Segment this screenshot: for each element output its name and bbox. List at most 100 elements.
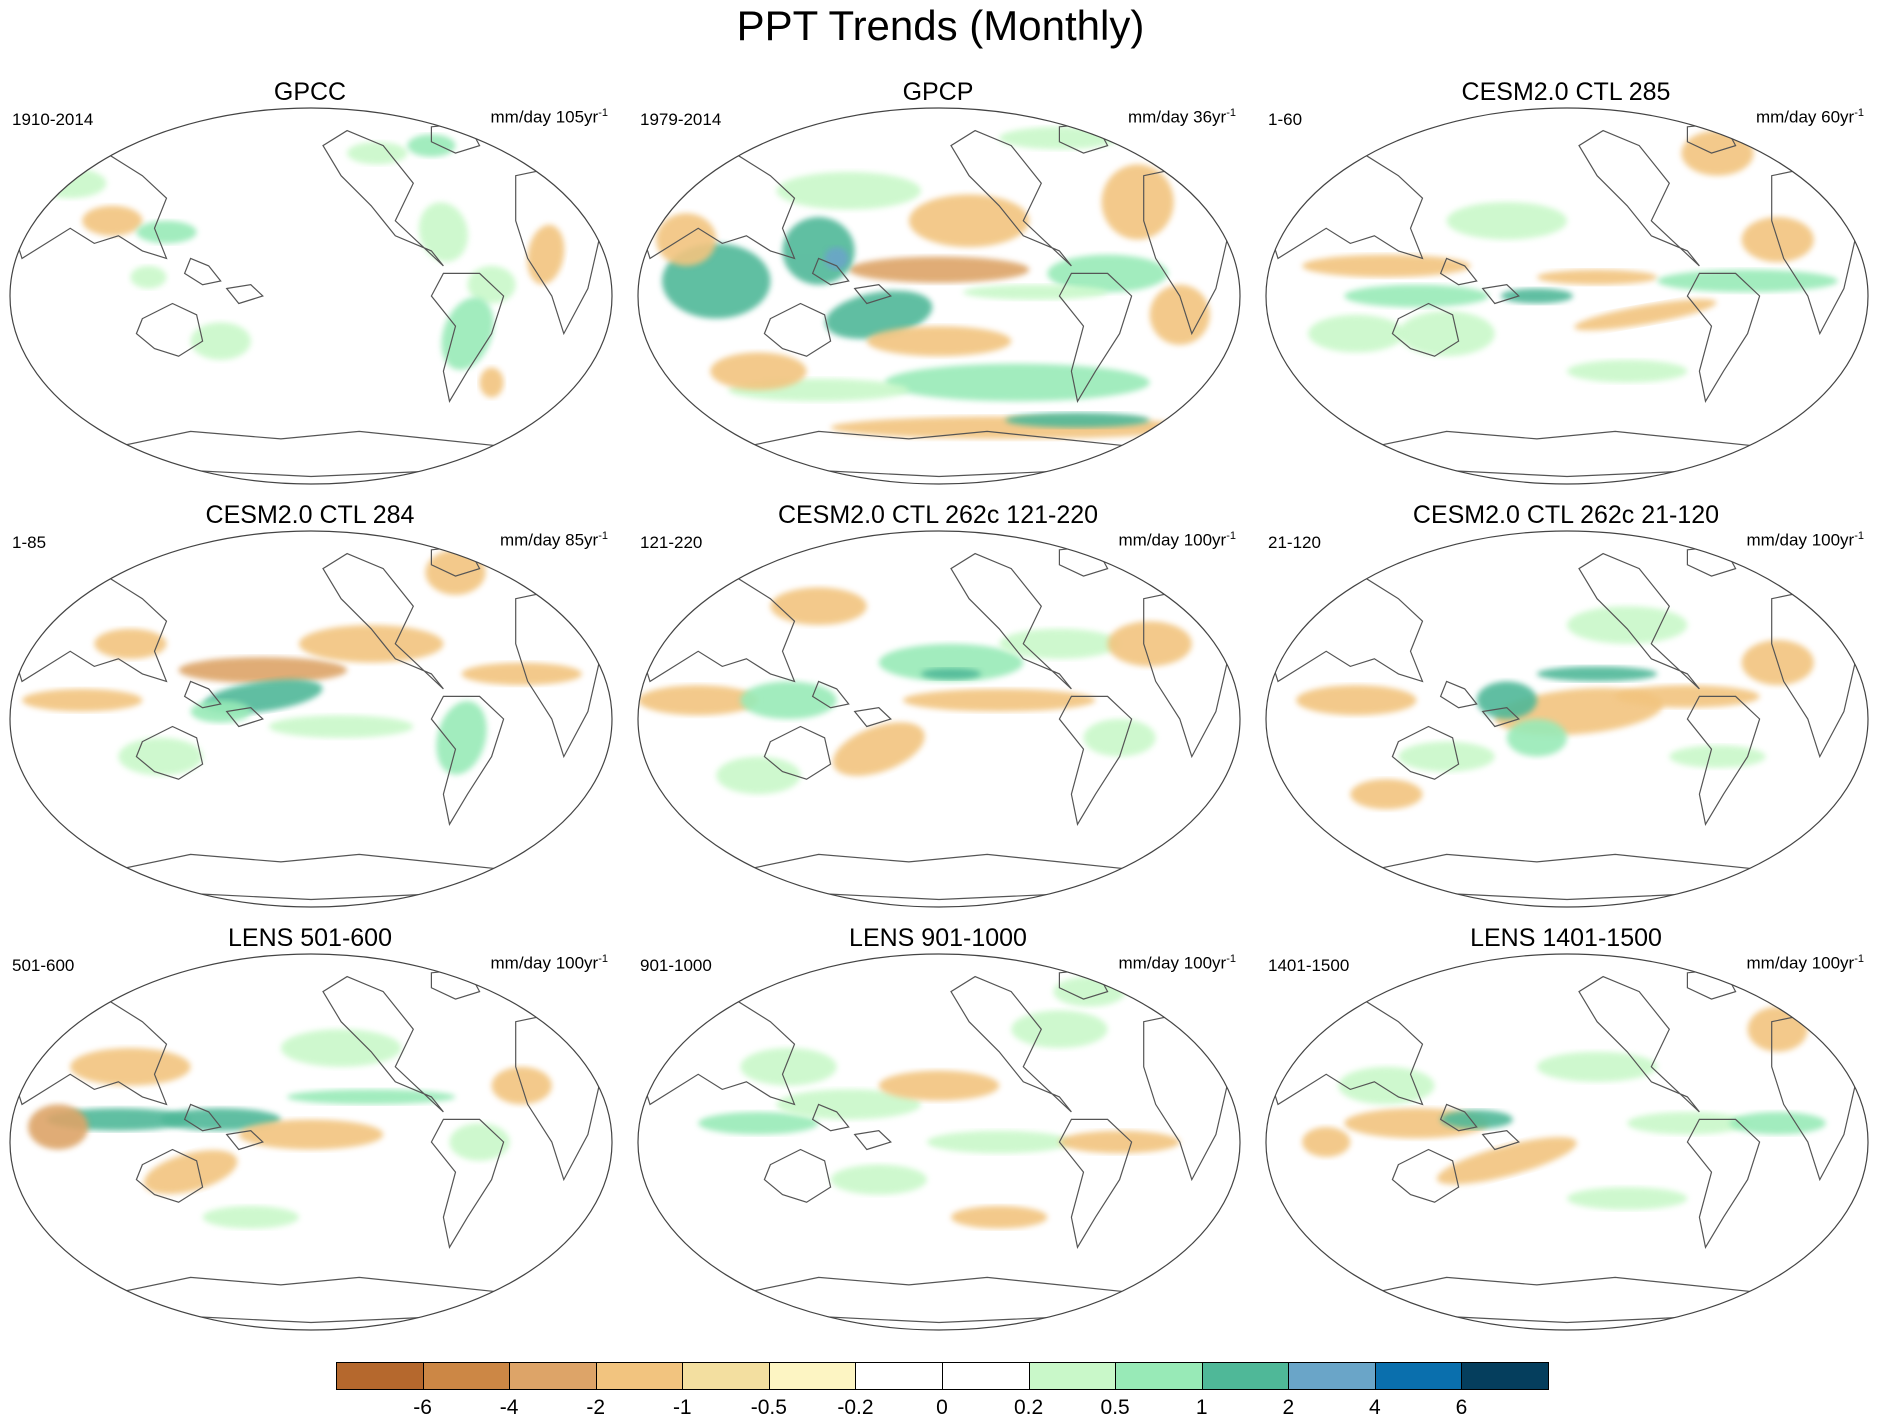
- coastline: [950, 552, 1072, 690]
- trend-contour: [1338, 1066, 1435, 1105]
- coastline: [1686, 1118, 1761, 1249]
- coastline: [322, 975, 444, 1113]
- panel-units: mm/day 100yr-1: [1118, 530, 1236, 550]
- trend-contour: [1436, 1137, 1577, 1185]
- coastline: [811, 680, 850, 709]
- trend-contour: [436, 700, 487, 775]
- robinson-map: [9, 953, 613, 1331]
- colorbar-box: [855, 1362, 943, 1390]
- robinson-map: [637, 530, 1241, 908]
- colorbar-box: [682, 1362, 770, 1390]
- panel-title: CESM2.0 CTL 285: [1461, 78, 1671, 106]
- coastline: [322, 552, 444, 690]
- robinson-map: [9, 530, 613, 908]
- trend-contour: [190, 700, 251, 723]
- trend-contour: [1500, 288, 1574, 304]
- trend-contour: [866, 326, 1012, 357]
- trend-contour: [202, 1205, 299, 1229]
- coastline: [1058, 545, 1109, 577]
- coastline: [225, 707, 264, 728]
- trend-contour: [1681, 130, 1754, 176]
- trend-contour: [832, 722, 925, 776]
- trend-contour: [1107, 621, 1192, 667]
- coastline: [1578, 129, 1700, 267]
- coastline: [744, 853, 1133, 901]
- trend-contour: [178, 656, 348, 684]
- trend-contour: [848, 256, 1030, 283]
- coastline: [430, 272, 505, 403]
- trend-contour: [1308, 314, 1405, 353]
- trend-contour: [824, 247, 849, 270]
- trend-contour: [1053, 976, 1126, 1007]
- trend-contour: [710, 352, 807, 390]
- trend-contour: [776, 1089, 921, 1120]
- trend-contour: [926, 1130, 1072, 1154]
- panel-units: mm/day 60yr-1: [1755, 107, 1864, 127]
- coastline: [763, 725, 832, 780]
- trend-contour: [1302, 1126, 1351, 1158]
- panel-title: CESM2.0 CTL 262c 121-220: [777, 501, 1099, 529]
- colorbar-tick-label: -2: [586, 1396, 606, 1419]
- coastline: [1686, 272, 1761, 403]
- colorbar-box: [768, 1362, 857, 1390]
- coastline: [430, 1118, 505, 1249]
- trend-contour: [118, 737, 203, 776]
- coastline: [1058, 1118, 1133, 1249]
- colorbar-tick-label: 6: [1455, 1396, 1468, 1419]
- coastline: [135, 725, 204, 780]
- coastline: [1481, 707, 1520, 728]
- map-panel: CESM2.0 CTL 284 1-85 mm/day 85yr-1: [0, 501, 620, 921]
- map-border: [9, 530, 613, 908]
- coastline: [1578, 975, 1700, 1113]
- coastline: [135, 302, 204, 357]
- trend-contour: [479, 367, 504, 398]
- colorbar-box: [422, 1362, 511, 1390]
- panel-title: LENS 1401-1500: [1470, 924, 1662, 952]
- coastline: [183, 1103, 222, 1132]
- robinson-map: [1265, 530, 1869, 908]
- coastline: [1391, 1148, 1460, 1203]
- coastline: [1391, 302, 1460, 357]
- trend-contour: [280, 1029, 402, 1067]
- figure-title: PPT Trends (Monthly): [736, 2, 1145, 49]
- colorbar-box: [1201, 1362, 1290, 1390]
- colorbar-tick-label: -0.2: [837, 1396, 874, 1419]
- trend-contour: [920, 668, 982, 680]
- trend-contour: [825, 290, 933, 339]
- trend-contour: [951, 1205, 1048, 1229]
- trend-contour: [1083, 719, 1156, 757]
- coastline: [430, 695, 505, 826]
- coastline: [430, 968, 481, 1000]
- trend-contour: [1669, 745, 1766, 768]
- coastline: [1686, 695, 1761, 826]
- trend-contour: [908, 194, 1030, 248]
- coastline: [116, 853, 505, 901]
- trend-contour: [1005, 412, 1150, 428]
- trend-contour: [1536, 1051, 1658, 1082]
- trend-contour: [1344, 284, 1489, 308]
- trend-contour: [1398, 741, 1495, 772]
- trend-contour: [902, 688, 1096, 712]
- map-panel: CESM2.0 CTL 285 1-60 mm/day 60yr-1: [1256, 78, 1876, 498]
- robinson-map: [637, 953, 1241, 1331]
- coastline: [183, 680, 222, 709]
- coastline: [1391, 725, 1460, 780]
- trend-contour: [407, 134, 456, 157]
- coastline: [1372, 853, 1761, 901]
- panel-units: mm/day 85yr-1: [499, 530, 608, 550]
- panel-period: 21-120: [1268, 533, 1321, 552]
- coastline: [811, 1103, 850, 1132]
- trend-contour: [1536, 666, 1658, 682]
- colorbar-tick-label: 4: [1369, 1396, 1381, 1419]
- trend-contour: [656, 213, 717, 266]
- coastline: [1058, 272, 1133, 403]
- map-border: [9, 107, 613, 485]
- coastline: [1686, 968, 1737, 1000]
- panel-units: mm/day 100yr-1: [1118, 953, 1236, 973]
- coastline: [1686, 545, 1737, 577]
- panel-units: mm/day 100yr-1: [1746, 953, 1864, 973]
- trend-contour: [418, 202, 468, 262]
- trend-contour: [999, 628, 1120, 659]
- coastline: [225, 1130, 264, 1151]
- trend-contour: [527, 224, 565, 285]
